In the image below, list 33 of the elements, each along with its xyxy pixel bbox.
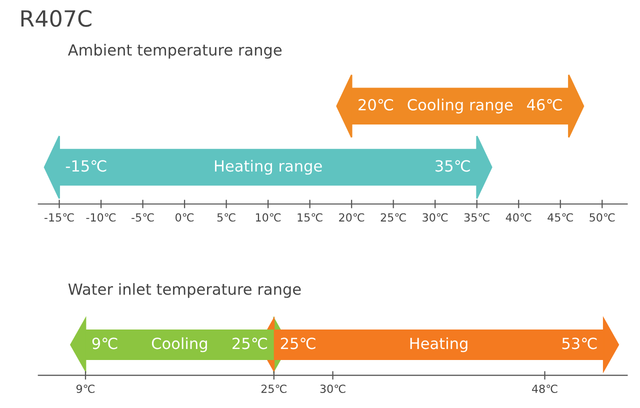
x-tick-label: 25℃ [380,213,406,222]
x-tick-label: 0℃ [176,213,194,222]
annotation: 53℃ [562,338,597,350]
x-tick-label: 40℃ [506,213,532,222]
series-label: Cooling [152,337,207,352]
x-tick-label: 15℃ [298,213,322,222]
annotation: 25℃ [280,338,316,350]
series-label: Heating [410,337,468,352]
x-tick-label: 10℃ [256,213,281,222]
x-tick-label: 30℃ [422,213,448,222]
annotation: 20℃ [358,98,394,111]
annotation: 9℃ [92,338,118,350]
annotation: 46℃ [526,98,562,111]
x-tick-label: 25℃ [261,384,286,393]
chart-subtitle: Ambient temperature range [68,44,282,59]
x-tick-label: -5℃ [132,213,154,222]
chart-title: Water inlet temperature range [68,283,301,298]
y-tick-label: Heating range [215,160,322,175]
x-tick-label: 9℃ [76,384,94,393]
y-tick-label: Cooling range [408,98,513,114]
x-tick-label: 35℃ [464,213,490,222]
x-tick-label: 30℃ [320,384,346,393]
annotation: 35℃ [436,160,470,172]
chart-title: R407C [21,10,92,27]
x-tick-label: 20℃ [339,213,364,222]
x-tick-label: 5℃ [217,213,236,222]
x-tick-label: -10℃ [86,213,116,222]
annotation: 25℃ [232,338,267,350]
x-tick-label: 45℃ [548,213,573,222]
annotation: -15℃ [66,160,106,172]
x-tick-label: -15℃ [44,213,74,222]
x-tick-label: 50℃ [590,213,615,222]
x-tick-label: 48℃ [532,384,558,393]
